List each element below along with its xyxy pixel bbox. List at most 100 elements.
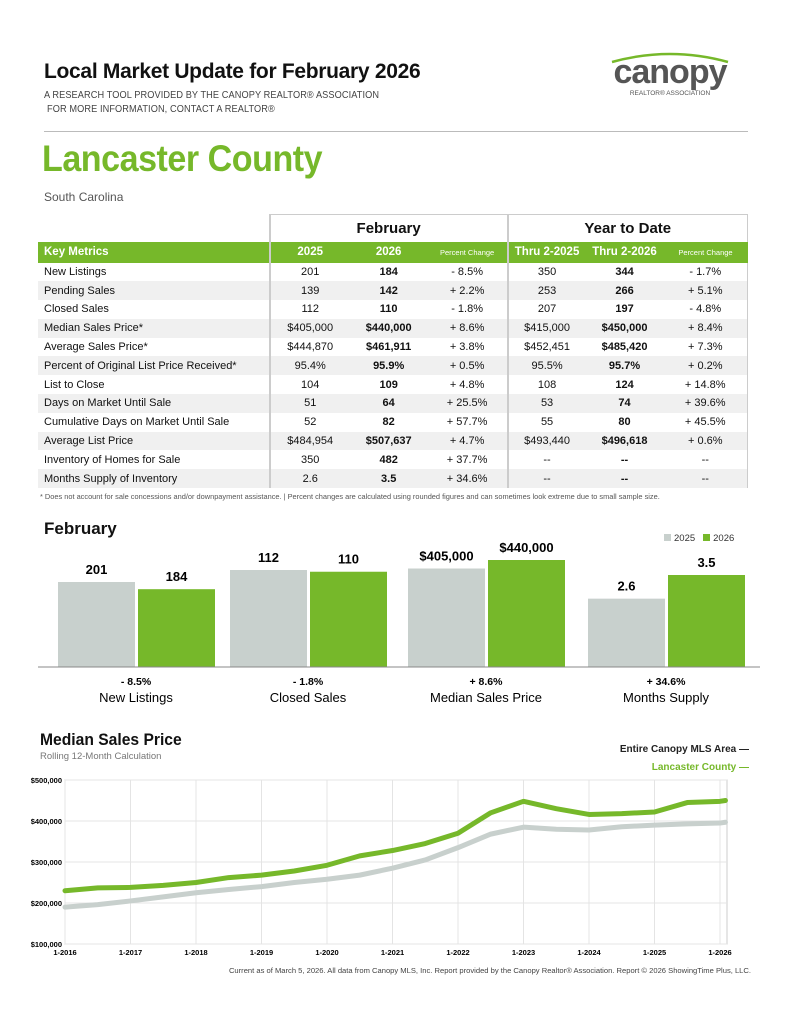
metric-label: Average Sales Price* [44,341,148,354]
y-tick-label: $300,000 [31,858,62,867]
metric-value: -- [663,469,748,489]
metric-label: Closed Sales [44,303,109,316]
table-row: Median Sales Price* $405,000 $440,000 + 8.6… [38,318,748,338]
metric-value: $484,954 [268,431,350,451]
metric-label: List to Close [44,378,105,391]
metric-value: + 39.6% [663,394,748,413]
y-tick-label: $400,000 [31,817,62,826]
metric-value: $507,637 [349,431,428,451]
x-tick-label: 1-2020 [315,948,338,957]
metric-value: + 0.2% [663,356,748,376]
metric-value: -- [663,450,748,470]
metric-value: 110 [379,303,398,316]
subtitle-line-2: FOR MORE INFORMATION, CONTACT A REALTOR® [47,104,275,115]
metric-value: $444,870 [268,337,350,357]
table-row: List to Close 104 109 + 4.8% 108 124 + 14.8% [38,375,748,395]
bar-value-label: 110 [338,552,359,567]
metric-value: 55 [506,412,586,432]
table-row: Percent of Original List Price Received*… [38,356,748,376]
bar-change-label: - 8.5% [121,676,152,688]
series-line-mls [62,819,728,910]
metric-value: 201 [268,262,350,282]
metric-value: 344 [615,265,634,278]
metric-value: + 4.7% [427,431,508,451]
bar-2025 [230,570,307,667]
metric-value: 95.7% [585,356,664,376]
x-tick-label: 1-2023 [512,948,535,957]
metric-value: 108 [506,375,586,395]
bar-change-label: - 1.8% [293,676,324,688]
bar-value-label: $440,000 [499,540,553,555]
group-ytd: Year to Date [506,214,748,242]
metric-value: + 4.8% [449,378,485,391]
metric-value: 95.5% [506,356,586,376]
bar-2026 [668,575,745,667]
bar-value-label: 2.6 [617,579,635,594]
metric-value: 64 [349,394,428,413]
metric-value: + 45.5% [663,412,748,432]
metric-value: $452,451 [506,337,586,357]
metric-value: $493,440 [506,431,586,451]
metric-value: 184 [379,265,398,278]
metric-value: + 8.6% [427,318,508,338]
legend-2025: 2025 [664,533,695,544]
metric-value: + 0.5% [427,356,508,376]
metric-value: 139 [268,281,350,301]
metric-value: 253 [506,281,586,301]
metric-label: Percent of Original List Price Received* [38,356,270,376]
metric-value: $440,000 [349,318,428,338]
svg-text:REALTOR® ASSOCIATION: REALTOR® ASSOCIATION [630,89,711,97]
metric-value: - 8.5% [451,265,483,278]
table-row: Closed Sales 112 110 - 1.8% 207 197 - 4.8% [38,300,748,319]
series-line-lancaster [62,798,728,894]
page-title: Local Market Update for February 2026 [44,60,421,83]
bar-category-label: Months Supply [623,690,709,705]
metric-value: + 7.3% [663,337,748,357]
y-tick-label: $500,000 [31,776,62,785]
bar-value-label: 3.5 [697,555,715,570]
bar-category-label: Closed Sales [270,690,347,705]
metric-label: Inventory of Homes for Sale [44,453,181,466]
x-tick-label: 1-2026 [708,948,731,957]
line-chart: $100,000 $200,000 $300,000 $400,000 $500,000… [31,776,732,957]
metric-value: -- [585,469,664,489]
column-header: Thru 2-2026 [585,241,664,263]
column-header: Thru 2-2025 [506,241,586,263]
metric-label: Average List Price [38,431,270,451]
bar-legend: 2025 2026 [664,533,734,544]
metric-value: - 1.8% [451,303,483,316]
metric-value: 109 [379,378,398,391]
metric-value: $450,000 [585,318,664,338]
metric-value: $461,911 [366,341,412,354]
y-tick-label: $100,000 [31,940,62,949]
x-tick-label: 1-2025 [643,948,666,957]
table-row: Average Sales Price* $444,870 $461,911 + 3.… [38,337,748,357]
metric-value: 95.9% [349,356,428,376]
x-tick-label: 1-2016 [53,948,76,957]
group-february: February [268,214,508,242]
metric-value: + 0.6% [663,431,748,451]
table-row: Pending Sales 139 142 + 2.2% 253 266 + 5.1% [38,281,748,301]
metric-value: + 8.4% [663,318,748,338]
bar-value-label: 112 [258,550,279,565]
metric-value: 52 [268,412,350,432]
x-tick-label: 1-2024 [577,948,601,957]
bar-change-label: + 8.6% [470,676,504,688]
metric-value: 350 [506,262,586,282]
metric-value: $485,420 [601,341,648,354]
table-row: Months Supply of Inventory 2.6 3.5 + 34.6% -… [38,469,748,489]
x-tick-label: 1-2018 [184,948,207,957]
metric-label: Median Sales Price* [38,318,270,338]
line-chart-title: Median Sales Price [40,730,182,749]
x-tick-label: 1-2017 [119,948,142,957]
column-header: 2025 [268,241,350,263]
metric-value: 82 [382,416,395,429]
metric-value: 124 [615,378,634,391]
bar-change-label: + 34.6% [647,676,686,688]
line-chart-subtitle: Rolling 12-Month Calculation [40,751,162,762]
metric-value: 51 [268,394,350,413]
metric-value: + 5.1% [663,281,748,301]
legend-lancaster: Lancaster County — [651,762,749,773]
bar-2025 [408,568,485,667]
metric-value: 197 [615,303,634,316]
